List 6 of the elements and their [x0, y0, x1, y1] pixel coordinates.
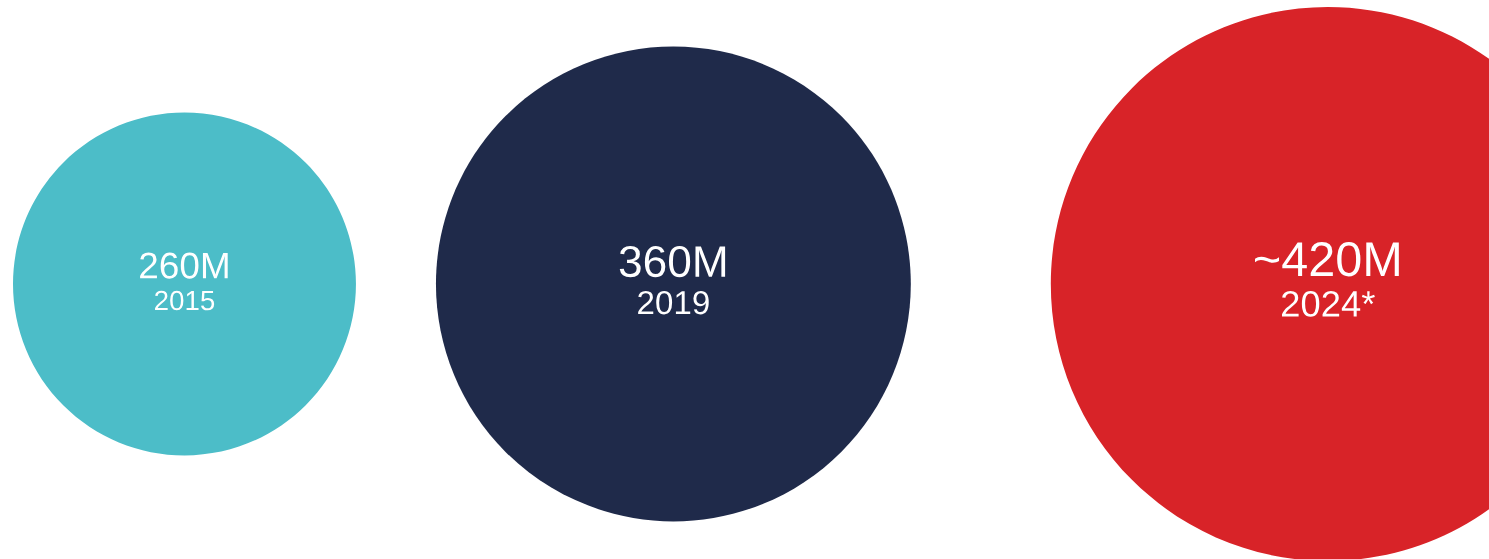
- category-label: 2019: [638, 290, 709, 315]
- category-label: 2024*: [1282, 290, 1375, 317]
- data-label: 360M: [619, 245, 726, 278]
- category-label: 2015: [155, 290, 215, 311]
- data-label: ~420M: [1255, 241, 1399, 277]
- data-label: 260M: [140, 252, 228, 279]
